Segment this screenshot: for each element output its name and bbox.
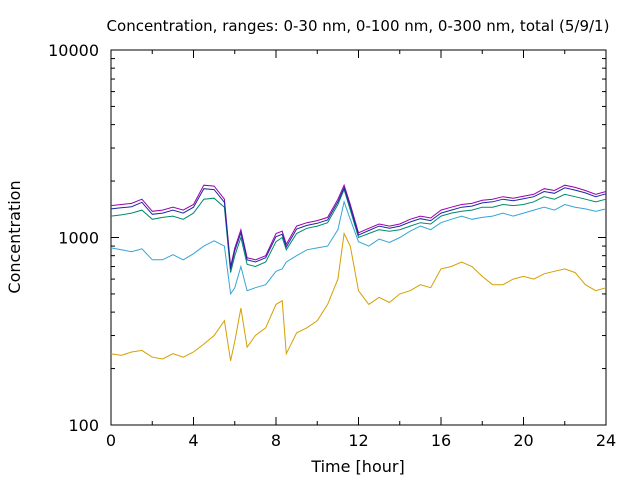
y-tick-label: 100	[68, 416, 99, 435]
series-line-1	[110, 231, 607, 361]
x-tick-label: 20	[513, 431, 533, 450]
x-tick-label: 16	[431, 431, 451, 450]
y-tick-label: 1000	[58, 229, 99, 248]
series-line-4	[110, 183, 607, 267]
y-axis-label: Concentration	[5, 180, 24, 293]
x-tick-label: 24	[596, 431, 616, 450]
x-tick-label: 4	[188, 431, 198, 450]
chart-title: Concentration, ranges: 0-30 nm, 0-100 nm…	[107, 17, 610, 35]
series-layer	[110, 183, 607, 361]
series-line-2	[110, 199, 607, 296]
series-line-5	[110, 186, 607, 270]
series-line-3	[110, 188, 607, 273]
x-axis-label: Time [hour]	[310, 457, 404, 476]
y-tick-label: 10000	[48, 41, 99, 60]
x-tick-label: 8	[271, 431, 281, 450]
x-tick-label: 0	[106, 431, 116, 450]
axis-ticks: 0 4 8 12 16 20 24 100 1000 10000	[48, 41, 616, 450]
x-tick-label: 12	[348, 431, 368, 450]
